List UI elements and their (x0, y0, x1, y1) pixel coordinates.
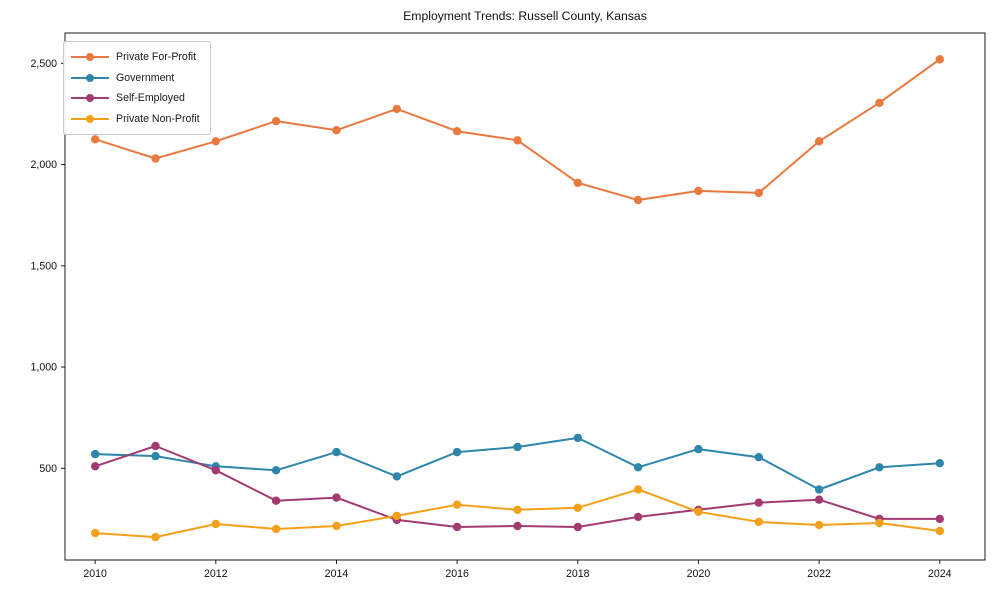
series-point-government-2011 (151, 451, 160, 461)
series-point-private-for-profit-2013 (271, 116, 281, 126)
chart-title: Employment Trends: Russell County, Kansa… (403, 9, 647, 23)
series-point-self-employed-2013 (271, 496, 281, 505)
series-point-private-for-profit-2018 (573, 178, 582, 187)
legend-sample-private-non-profit (71, 114, 109, 124)
series-point-private-non-profit-2019 (633, 485, 643, 494)
y-axis-tick-label: 2,500 (30, 58, 57, 70)
series-point-self-employed-2019 (633, 512, 643, 522)
series-point-self-employed-2012 (211, 466, 220, 475)
series-point-private-non-profit-2020 (694, 507, 703, 516)
series-point-private-for-profit-2019 (633, 195, 643, 205)
series-point-self-employed-2018 (573, 522, 582, 532)
series-point-private-for-profit-2010 (91, 135, 100, 144)
series-point-government-2020 (694, 444, 703, 454)
legend-marker-icon (86, 114, 94, 123)
legend-marker-icon (86, 94, 94, 103)
series-point-private-for-profit-2014 (332, 126, 341, 135)
legend-sample-private-for-profit (71, 52, 109, 62)
series-point-government-2014 (332, 447, 341, 457)
series-point-government-2015 (392, 472, 401, 481)
x-axis-tick-label: 2014 (325, 568, 349, 580)
series-point-government-2019 (633, 463, 643, 472)
y-axis-tick-label: 500 (39, 463, 57, 475)
series-point-self-employed-2021 (754, 498, 763, 507)
series-line-private-for-profit (94, 58, 941, 201)
series-point-government-2024 (935, 459, 944, 468)
series-point-private-non-profit-2023 (875, 518, 884, 528)
legend-label: Government (116, 71, 175, 84)
x-axis-tick-label: 2018 (566, 568, 590, 580)
legend-label: Private Non-Profit (116, 112, 200, 125)
series-point-private-for-profit-2020 (694, 186, 703, 196)
legend-sample-self-employed (71, 93, 109, 103)
series-point-private-for-profit-2021 (754, 188, 763, 198)
series-point-government-2016 (452, 447, 462, 457)
series-point-private-non-profit-2013 (271, 524, 281, 534)
legend-item-self-employed: Self-Employed (71, 88, 200, 109)
series-point-government-2010 (91, 449, 100, 459)
series-point-government-2022 (814, 485, 824, 494)
series-point-private-non-profit-2024 (935, 526, 944, 536)
legend: Private For-Profit Government Self-Employe… (63, 41, 211, 135)
series-point-private-for-profit-2016 (452, 127, 462, 136)
x-axis-tick-label: 2022 (807, 568, 831, 580)
series-point-private-for-profit-2024 (935, 55, 944, 64)
series-point-private-for-profit-2015 (392, 104, 401, 114)
series-point-private-for-profit-2011 (151, 154, 160, 163)
series-point-private-for-profit-2023 (875, 98, 884, 108)
series-point-private-for-profit-2022 (814, 137, 824, 146)
series-point-private-non-profit-2021 (754, 517, 763, 527)
legend-label: Private For-Profit (116, 51, 197, 64)
series-point-self-employed-2011 (151, 441, 160, 451)
series-point-private-non-profit-2016 (452, 500, 462, 509)
axes-frame (64, 32, 986, 561)
legend-item-private-non-profit: Private Non-Profit (71, 109, 200, 130)
x-axis-tick-label: 2020 (687, 568, 711, 580)
series-point-government-2018 (573, 433, 582, 443)
y-axis-tick-label: 2,000 (30, 159, 57, 171)
series-point-self-employed-2016 (452, 522, 462, 532)
series-point-private-non-profit-2022 (814, 520, 824, 530)
legend-label: Self-Employed (116, 92, 185, 105)
series-point-self-employed-2014 (332, 493, 341, 502)
x-axis-tick-label: 2024 (928, 568, 952, 580)
legend-item-private-for-profit: Private For-Profit (71, 47, 200, 68)
y-axis-tick-label: 1,000 (30, 362, 57, 374)
legend-sample-government (71, 73, 109, 83)
series-point-private-for-profit-2017 (513, 136, 522, 145)
y-axis-tick-label: 1,500 (30, 260, 57, 272)
series-point-private-for-profit-2012 (211, 137, 220, 146)
series-point-private-non-profit-2014 (332, 521, 341, 531)
series-point-private-non-profit-2015 (392, 511, 401, 521)
series-point-self-employed-2024 (935, 514, 944, 524)
x-axis-tick-label: 2016 (445, 568, 469, 580)
series-point-government-2017 (513, 442, 522, 452)
series-point-private-non-profit-2011 (151, 532, 160, 542)
legend-item-government: Government (71, 68, 200, 89)
series-point-private-non-profit-2012 (211, 519, 220, 529)
series-point-private-non-profit-2017 (513, 505, 522, 514)
series-point-private-non-profit-2018 (573, 503, 582, 512)
series-point-government-2023 (875, 463, 884, 472)
series-point-government-2013 (271, 466, 281, 475)
x-axis-tick-label: 2010 (83, 568, 107, 580)
series-point-private-non-profit-2010 (91, 528, 100, 538)
series-point-government-2021 (754, 453, 763, 462)
series-point-self-employed-2010 (91, 462, 100, 471)
legend-marker-icon (86, 53, 94, 62)
legend-marker-icon (86, 73, 94, 82)
series-point-self-employed-2017 (513, 521, 522, 531)
x-axis-tick-label: 2012 (204, 568, 228, 580)
series-point-self-employed-2022 (814, 495, 824, 504)
